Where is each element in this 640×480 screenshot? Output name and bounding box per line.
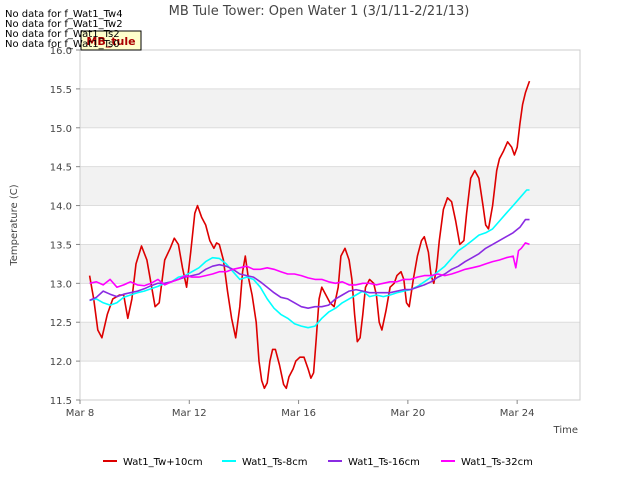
no-data-message: No data for f_Wat1_Ts2 bbox=[5, 29, 120, 40]
y-axis-ticks: 11.5 12.0 12.5 13.0 13.5 14.0 14.5 15.0 15.5 16.0 bbox=[50, 46, 80, 407]
y-tick-label: 14.0 bbox=[50, 202, 72, 213]
y-tick-label: 16.0 bbox=[50, 46, 72, 57]
x-tick-label: Mar 24 bbox=[500, 408, 535, 419]
background-band bbox=[80, 166, 580, 206]
x-axis-ticks: Mar 8 Mar 12 Mar 16 Mar 20 Mar 24 bbox=[66, 400, 535, 419]
x-tick-label: Mar 16 bbox=[281, 408, 316, 419]
background-band bbox=[80, 244, 580, 284]
y-tick-label: 14.5 bbox=[50, 163, 72, 174]
no-data-message: No data for f_Wat1_Tw4 bbox=[5, 9, 123, 20]
plot-frame bbox=[79, 49, 581, 401]
background-bands bbox=[80, 88, 580, 362]
y-tick-label: 11.5 bbox=[50, 396, 72, 407]
x-tick-label: Mar 20 bbox=[390, 408, 425, 419]
x-tick-label: Mar 8 bbox=[66, 408, 94, 419]
series-line-wat1-ts-32cm bbox=[89, 242, 530, 288]
y-tick-label: 13.5 bbox=[50, 240, 72, 251]
legend-label: Wat1_Ts-32cm bbox=[461, 457, 533, 468]
y-tick-label: 12.0 bbox=[50, 357, 72, 368]
y-tick-label: 15.5 bbox=[50, 85, 72, 96]
legend-badge: MB_tule bbox=[80, 30, 142, 51]
no-data-message: No data for f_Wat1_Ts0 bbox=[5, 39, 120, 50]
legend-label: Wat1_Ts-16cm bbox=[348, 457, 420, 468]
x-tick-label: Mar 12 bbox=[172, 408, 207, 419]
y-tick-label: 15.0 bbox=[50, 124, 72, 135]
y-axis-label: Temperature (C) bbox=[9, 184, 20, 266]
legend: Wat1_Tw+10cm Wat1_Ts-8cm Wat1_Ts-16cm Wat1_… bbox=[103, 457, 533, 468]
legend-label: Wat1_Tw+10cm bbox=[123, 457, 203, 468]
background-band bbox=[80, 322, 580, 362]
y-tick-label: 12.5 bbox=[50, 318, 72, 329]
legend-label: Wat1_Ts-8cm bbox=[242, 457, 308, 468]
legend-badge-text: MB_tule bbox=[86, 35, 135, 48]
y-tick-label: 13.0 bbox=[50, 279, 72, 290]
background-band bbox=[80, 88, 580, 128]
x-axis-label: Time bbox=[553, 425, 578, 436]
series-lines bbox=[88, 80, 531, 390]
chart-title: MB Tule Tower: Open Water 1 (3/1/11-2/21… bbox=[169, 4, 470, 19]
series-line-wat1-tw-10cm bbox=[88, 80, 531, 390]
no-data-message: No data for f_Wat1_Tw2 bbox=[5, 19, 123, 30]
